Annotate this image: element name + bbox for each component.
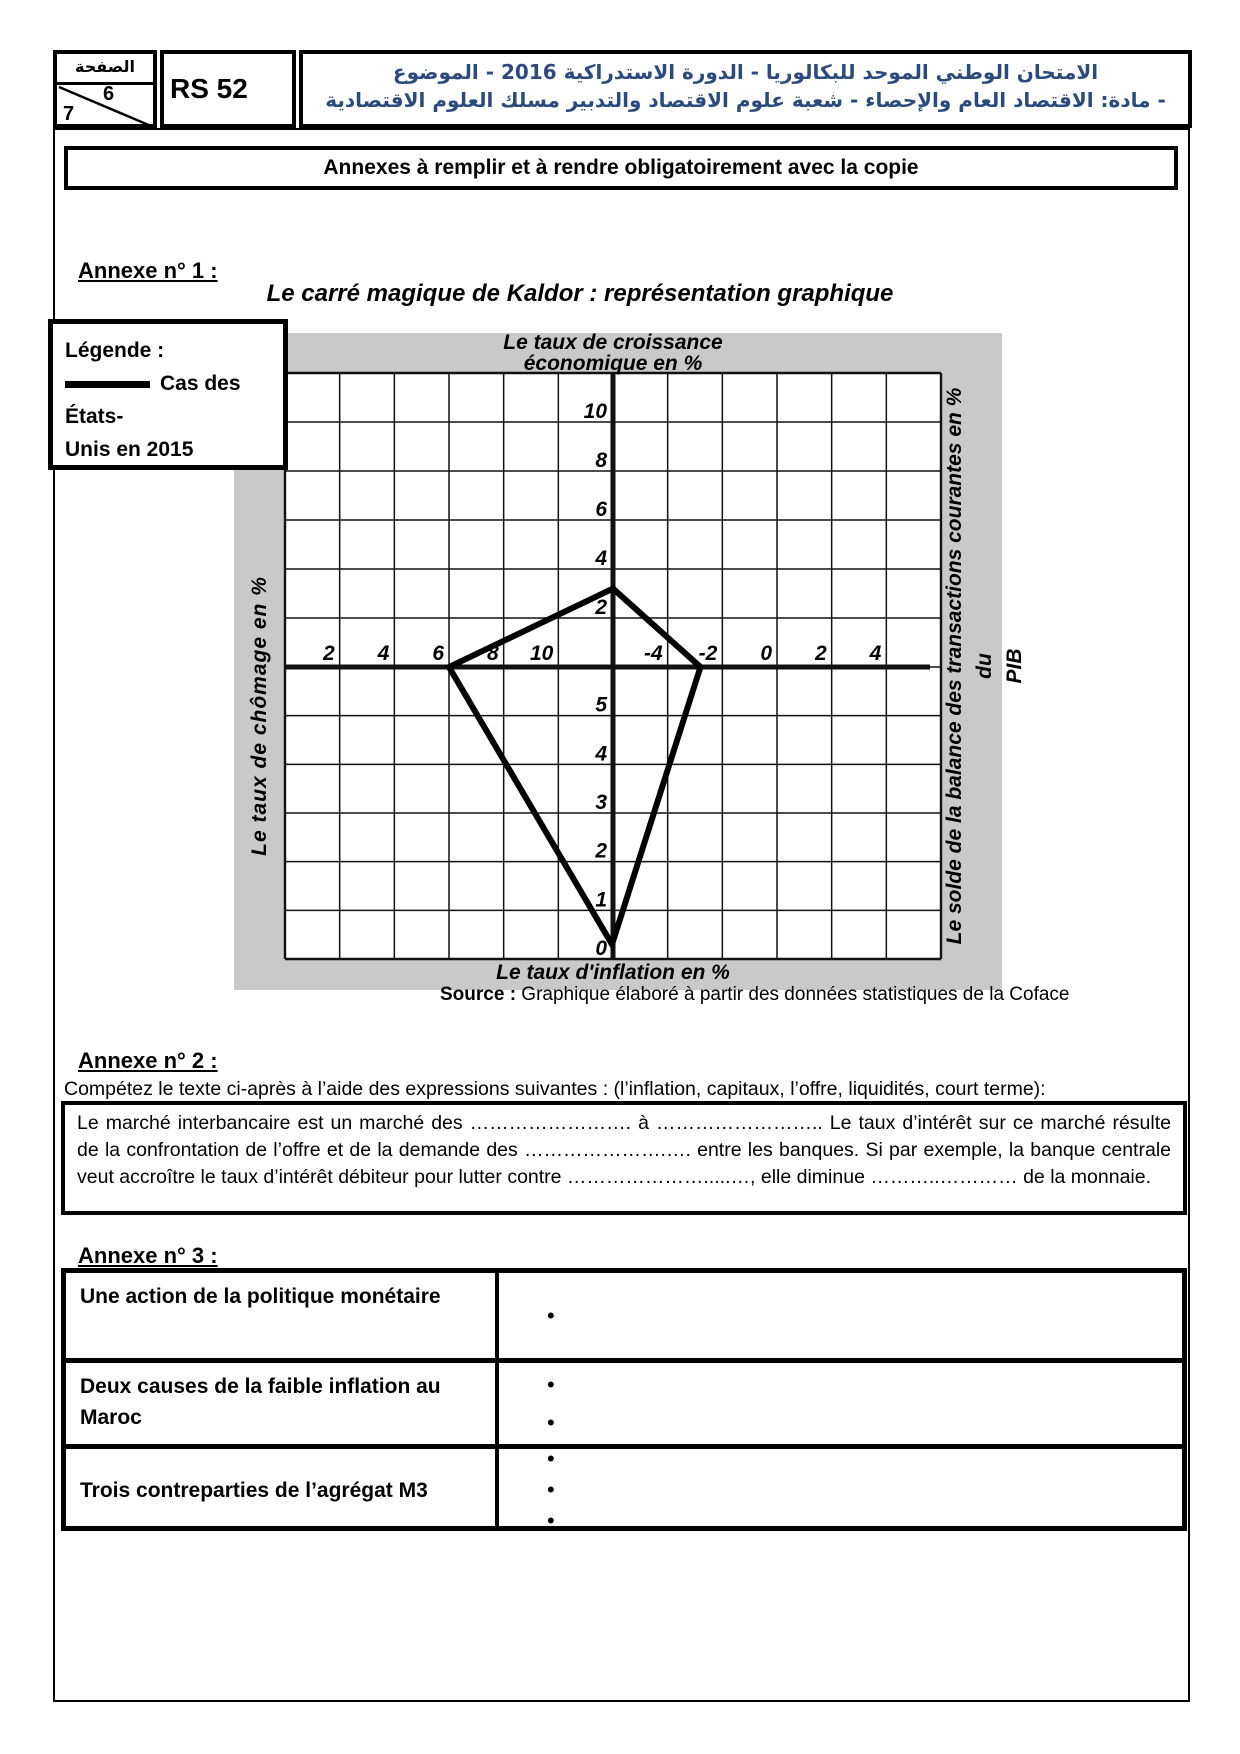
bullet: •	[547, 1477, 555, 1502]
bullet: •	[547, 1371, 555, 1397]
row1-label: Une action de la politique monétaire	[80, 1285, 441, 1308]
page-border	[53, 128, 1190, 1702]
table-row: Une action de la politique monétaire •	[66, 1273, 1182, 1358]
svg-text:6: 6	[595, 498, 607, 521]
row2-label: Deux causes de la faible inflation au Ma…	[80, 1375, 441, 1429]
annexe2-instruction: Compétez le texte ci-après à l’aide des …	[64, 1078, 1046, 1100]
exam-code: RS 52	[160, 50, 296, 128]
bullet: •	[547, 1508, 555, 1533]
table-column-divider	[495, 1273, 499, 1526]
page-number-box: الصفحة 6 7	[53, 50, 157, 128]
axis-label-current-account: Le solde de la balance des transactions …	[943, 387, 1026, 945]
svg-text:-4: -4	[644, 642, 663, 665]
svg-text:3: 3	[595, 791, 607, 814]
svg-text:1: 1	[595, 888, 607, 911]
svg-text:4: 4	[869, 642, 882, 665]
chart-legend: Légende : Cas des États- Unis en 2015	[48, 319, 288, 470]
svg-text:2: 2	[814, 642, 827, 665]
svg-text:2: 2	[594, 596, 607, 619]
svg-text:8: 8	[595, 449, 607, 472]
page-current: 6	[103, 83, 115, 105]
table-row: Deux causes de la faible inflation au Ma…	[66, 1363, 1182, 1444]
page-total: 7	[63, 103, 75, 125]
chart-source: Source : Graphique élaboré à partir des …	[440, 984, 1070, 1005]
table-row: Trois contreparties de l’agrégat M3 • • …	[66, 1446, 1182, 1533]
exam-title-line2: - مادة: الاقتصاد العام والإحصاء - شعبة ع…	[325, 88, 1166, 112]
annexe2-heading: Annexe n° 2 :	[78, 1048, 218, 1073]
svg-text:0: 0	[595, 937, 607, 960]
axis-label-inflation: Le taux d'inflation en %	[496, 961, 730, 984]
row3-answer-cell[interactable]: • • •	[499, 1446, 1182, 1533]
bullet: •	[547, 1409, 555, 1435]
exam-title-line1: الامتحان الوطني الموحد للبكالوريا - الدو…	[392, 60, 1099, 84]
page-label: الصفحة	[57, 54, 153, 85]
legend-title: Légende :	[65, 339, 165, 362]
row3-label: Trois contreparties de l’agrégat M3	[80, 1478, 428, 1502]
table-row-divider	[66, 1444, 1182, 1449]
legend-item: Cas des États-	[65, 372, 241, 428]
exam-title-box: الامتحان الوطني الموحد للبكالوريا - الدو…	[299, 50, 1192, 128]
axis-label-unemployment: Le taux de chômage en %	[248, 576, 271, 856]
annexe3-table: Une action de la politique monétaire • D…	[61, 1268, 1187, 1533]
page-fraction: 6 7	[57, 83, 153, 128]
svg-text:10: 10	[530, 642, 554, 665]
axis-label-growth: Le taux de croissance économique en %	[503, 331, 723, 375]
svg-text:4: 4	[594, 742, 607, 765]
instructions-banner: Annexes à remplir et à rendre obligatoir…	[64, 146, 1178, 190]
svg-text:4: 4	[594, 547, 607, 570]
svg-text:4: 4	[377, 642, 390, 665]
annexe3-heading: Annexe n° 3 :	[78, 1243, 218, 1268]
table-row-divider	[66, 1358, 1182, 1363]
annexe2-fill-in-text[interactable]: Le marché interbancaire est un marché de…	[61, 1101, 1187, 1215]
svg-text:-2: -2	[699, 642, 718, 665]
bullet: •	[547, 1446, 555, 1471]
svg-text:0: 0	[760, 642, 772, 665]
annexe1-heading: Annexe n° 1 :	[78, 258, 218, 283]
svg-text:2: 2	[322, 642, 335, 665]
row2-answer-cell[interactable]: • •	[499, 1363, 1182, 1444]
chart-title: Le carré magique de Kaldor : représentat…	[266, 280, 894, 307]
svg-text:10: 10	[584, 400, 608, 423]
svg-text:2: 2	[594, 840, 607, 863]
legend-line-swatch	[65, 380, 150, 388]
diagonal-line	[58, 85, 152, 128]
bullet: •	[547, 1302, 555, 1328]
svg-text:5: 5	[595, 694, 607, 717]
row1-answer-cell[interactable]: •	[499, 1273, 1182, 1358]
svg-text:6: 6	[432, 642, 444, 665]
